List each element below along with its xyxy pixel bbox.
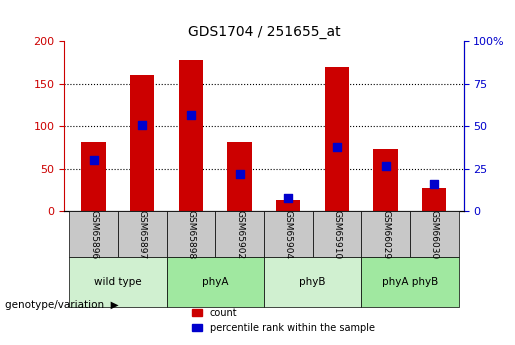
FancyBboxPatch shape: [313, 211, 362, 257]
Point: [187, 112, 195, 117]
Bar: [325, 67, 349, 211]
Point: [333, 144, 341, 150]
FancyBboxPatch shape: [118, 211, 166, 257]
Text: GSM66029: GSM66029: [381, 210, 390, 259]
FancyBboxPatch shape: [362, 257, 459, 307]
Title: GDS1704 / 251655_at: GDS1704 / 251655_at: [187, 25, 340, 39]
Bar: [130, 75, 154, 211]
Point: [284, 195, 293, 200]
Bar: [276, 199, 300, 211]
Text: GSM65910: GSM65910: [333, 210, 341, 259]
Text: GSM65898: GSM65898: [186, 210, 195, 259]
FancyBboxPatch shape: [166, 211, 215, 257]
Text: GSM65897: GSM65897: [138, 210, 147, 259]
Bar: [228, 142, 252, 211]
Text: phyA: phyA: [202, 277, 229, 287]
FancyBboxPatch shape: [69, 211, 118, 257]
Bar: [422, 188, 447, 211]
Point: [382, 163, 390, 168]
Point: [138, 122, 146, 127]
Text: GSM65896: GSM65896: [89, 210, 98, 259]
Bar: [373, 149, 398, 211]
FancyBboxPatch shape: [69, 257, 166, 307]
Text: phyA phyB: phyA phyB: [382, 277, 438, 287]
Text: GSM65904: GSM65904: [284, 210, 293, 259]
FancyBboxPatch shape: [264, 257, 362, 307]
Point: [235, 171, 244, 177]
FancyBboxPatch shape: [264, 211, 313, 257]
Legend: count, percentile rank within the sample: count, percentile rank within the sample: [188, 304, 379, 337]
Text: phyB: phyB: [299, 277, 326, 287]
FancyBboxPatch shape: [215, 211, 264, 257]
Text: GSM66030: GSM66030: [430, 210, 439, 259]
Text: GSM65902: GSM65902: [235, 210, 244, 259]
Point: [90, 158, 98, 163]
FancyBboxPatch shape: [410, 211, 459, 257]
Point: [430, 181, 438, 187]
Text: wild type: wild type: [94, 277, 142, 287]
FancyBboxPatch shape: [362, 211, 410, 257]
Text: genotype/variation  ▶: genotype/variation ▶: [5, 300, 119, 310]
FancyBboxPatch shape: [166, 257, 264, 307]
Bar: [81, 142, 106, 211]
Bar: [179, 60, 203, 211]
